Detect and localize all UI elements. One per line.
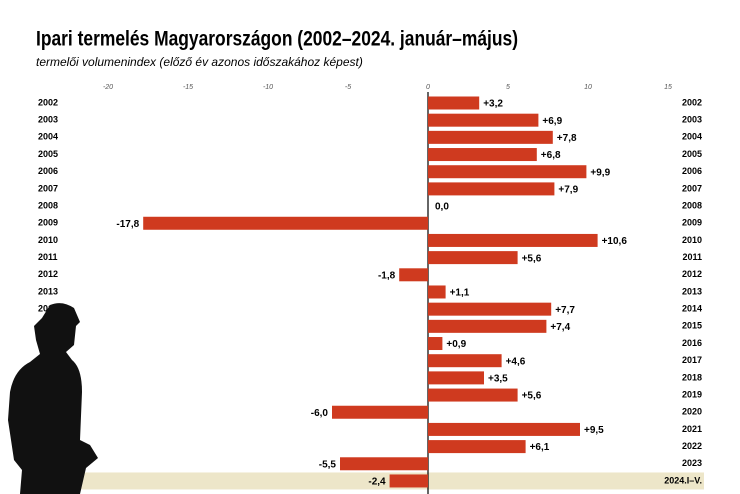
bar xyxy=(143,216,428,230)
value-label: -5,5 xyxy=(319,459,337,470)
y-tick-label-right: 2007 xyxy=(682,183,702,193)
y-tick-label-right: 2021 xyxy=(682,424,702,434)
value-label: +9,5 xyxy=(584,425,604,436)
y-tick-label-right: 2024.I–V. xyxy=(664,475,702,485)
y-tick-label: 2006 xyxy=(38,166,58,176)
y-tick-label-right: 2019 xyxy=(682,389,702,399)
bar xyxy=(428,354,502,368)
y-tick-label: 2004 xyxy=(38,132,58,142)
bar xyxy=(428,337,443,351)
x-tick-label: 10 xyxy=(584,84,592,91)
y-tick-label: 2005 xyxy=(38,149,58,159)
bar xyxy=(399,268,428,282)
x-tick-label: -15 xyxy=(183,84,193,91)
x-tick-label: -10 xyxy=(263,84,273,91)
value-label: +3,5 xyxy=(488,374,508,385)
value-label: +7,9 xyxy=(558,185,578,196)
value-label: +7,7 xyxy=(555,305,575,316)
y-tick-label-right: 2015 xyxy=(682,321,702,331)
value-label: -1,8 xyxy=(378,270,396,281)
y-tick-label-right: 2009 xyxy=(682,218,702,228)
highlight-layer xyxy=(60,472,704,490)
value-label: +0,9 xyxy=(446,339,466,350)
bar xyxy=(428,113,539,127)
y-tick-label: 2007 xyxy=(38,183,58,193)
value-label: +7,8 xyxy=(557,133,577,144)
bar xyxy=(428,233,598,247)
value-label: +5,6 xyxy=(522,253,542,264)
value-label: -17,8 xyxy=(116,219,139,230)
y-tick-label: 2002 xyxy=(38,97,58,107)
y-tick-label-right: 2017 xyxy=(682,355,702,365)
bar xyxy=(428,388,518,402)
value-label: -6,0 xyxy=(311,408,329,419)
bar xyxy=(428,130,553,144)
y-tick-label: 2010 xyxy=(38,235,58,245)
y-tick-label: 2011 xyxy=(38,252,58,262)
current-period-highlight xyxy=(60,472,704,490)
x-tick-label: 5 xyxy=(506,84,510,91)
y-tick-label-right: 2016 xyxy=(682,338,702,348)
bar xyxy=(428,371,484,385)
bar xyxy=(428,302,552,316)
y-tick-label-right: 2006 xyxy=(682,166,702,176)
y-tick-label-right: 2002 xyxy=(682,97,702,107)
value-label: 0,0 xyxy=(435,202,449,213)
bar xyxy=(389,474,428,488)
bar xyxy=(428,440,526,454)
bar xyxy=(428,148,537,162)
x-tick-label: -20 xyxy=(103,84,113,91)
chart-subtitle: termelői volumenindex (előző év azonos i… xyxy=(36,55,363,69)
bar xyxy=(428,285,446,299)
y-tick-label-right: 2011 xyxy=(682,252,702,262)
value-label: +4,6 xyxy=(506,356,526,367)
value-label: +1,1 xyxy=(450,288,470,299)
x-tick-label: 0 xyxy=(426,84,430,91)
value-label: +10,6 xyxy=(602,236,628,247)
value-label: +3,2 xyxy=(483,99,503,110)
plot: -20 -15 -10 -5 0 5 10 15 2002 2002 +3,2 2003 2003 +6,… xyxy=(38,84,702,494)
bar xyxy=(428,422,580,436)
value-label: +6,8 xyxy=(541,150,561,161)
y-tick-label-right: 2003 xyxy=(682,115,702,125)
y-tick-label: 2013 xyxy=(38,286,58,296)
y-tick-label: 2003 xyxy=(38,115,58,125)
worker-silhouette xyxy=(8,303,98,494)
bar xyxy=(428,96,480,110)
bar xyxy=(428,319,547,333)
x-tick-label: 15 xyxy=(664,84,672,91)
chart-title: Ipari termelés Magyarországon (2002–2024… xyxy=(36,28,518,51)
bar xyxy=(428,182,555,196)
bar xyxy=(428,251,518,265)
value-label: +9,9 xyxy=(590,167,610,178)
value-label: +6,1 xyxy=(530,442,550,453)
y-tick-label-right: 2022 xyxy=(682,441,702,451)
y-tick-label: 2008 xyxy=(38,200,58,210)
bar xyxy=(340,457,428,471)
y-tick-label-right: 2012 xyxy=(682,269,702,279)
y-tick-label-right: 2010 xyxy=(682,235,702,245)
value-label: +6,9 xyxy=(542,116,562,127)
y-tick-label: 2012 xyxy=(38,269,58,279)
x-tick-label: -5 xyxy=(345,84,351,91)
y-tick-label: 2009 xyxy=(38,218,58,228)
value-label: -2,4 xyxy=(368,477,386,488)
y-tick-label-right: 2008 xyxy=(682,200,702,210)
y-tick-label-right: 2014 xyxy=(682,304,702,314)
y-tick-label-right: 2020 xyxy=(682,407,702,417)
y-tick-label-right: 2004 xyxy=(682,132,702,142)
y-tick-label-right: 2005 xyxy=(682,149,702,159)
bar xyxy=(428,165,587,179)
value-label: +7,4 xyxy=(550,322,570,333)
y-tick-label-right: 2018 xyxy=(682,372,702,382)
bar xyxy=(332,405,428,419)
y-tick-label-right: 2013 xyxy=(682,286,702,296)
y-tick-label-right: 2023 xyxy=(682,458,702,468)
value-label: +5,6 xyxy=(522,391,542,402)
